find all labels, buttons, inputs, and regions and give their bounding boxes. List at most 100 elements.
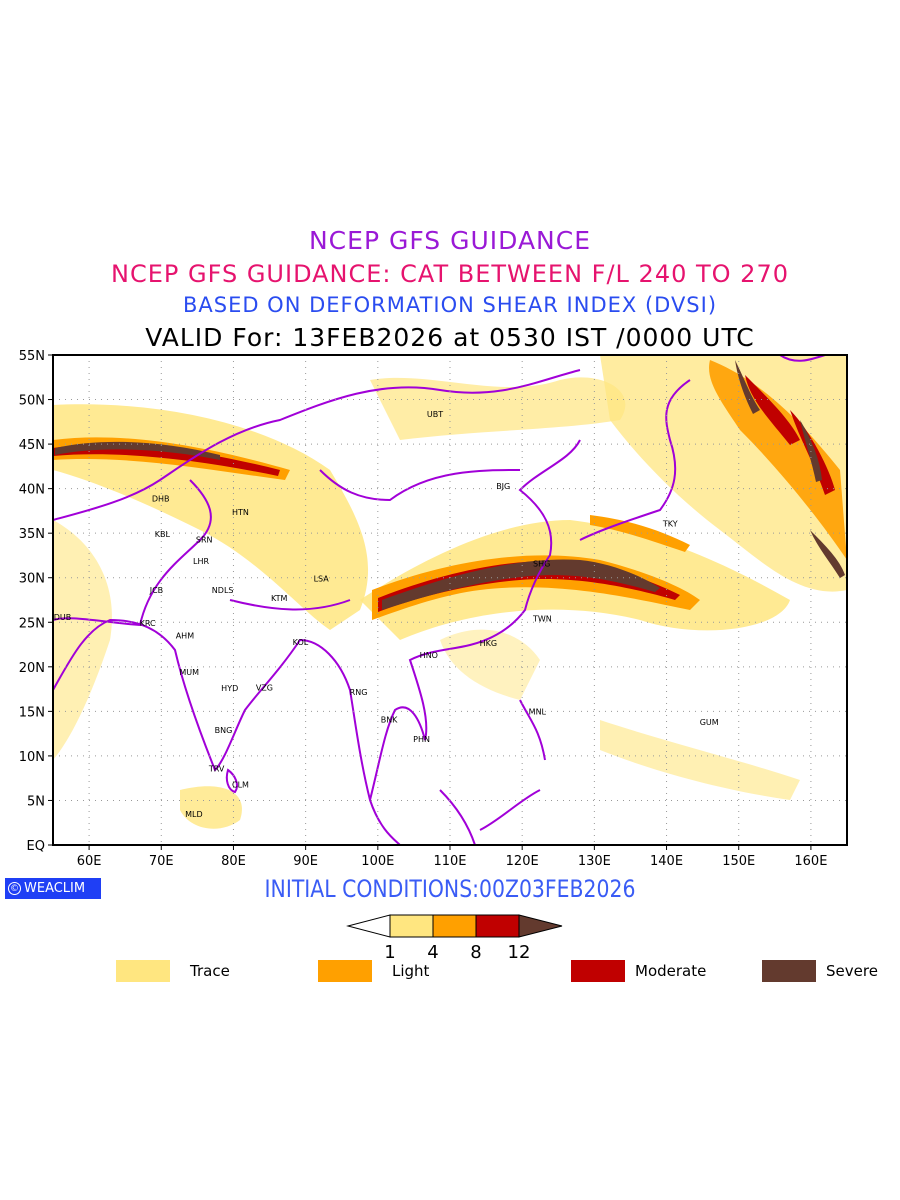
weaclim-logo: © WEACLIM	[5, 878, 101, 899]
initial-conditions: INITIAL CONDITIONS:00Z03FEB2026	[264, 875, 636, 903]
colorbar-label: 8	[470, 942, 481, 962]
lon-label: 110E	[433, 854, 466, 869]
copyright-icon: ©	[8, 882, 21, 895]
lon-label: 140E	[650, 854, 683, 869]
lat-label: 25N	[19, 616, 45, 631]
city-label: NDLS	[212, 586, 234, 595]
lat-label: EQ	[27, 839, 45, 854]
lon-label: 60E	[77, 854, 102, 869]
colorbar-swatch-light	[432, 914, 477, 938]
axes: EQ 5N 10N 15N 20N 25N 30N 35N 40N 45N 50N 55N 60E 70E…	[19, 349, 828, 869]
legend-severe: Severe	[762, 960, 878, 982]
lon-label: 70E	[149, 854, 174, 869]
lon-label: 80E	[221, 854, 246, 869]
legend-label: Trace	[190, 962, 230, 980]
moderate-area	[745, 375, 800, 445]
city-label: DHB	[152, 494, 170, 503]
city-label: HYD	[221, 684, 238, 693]
colorbar-label: 4	[427, 942, 438, 962]
lat-label: 45N	[19, 438, 45, 453]
logo-text: WEACLIM	[24, 881, 86, 896]
lon-label: 160E	[794, 854, 827, 869]
city-label: TWN	[532, 615, 552, 624]
lat-label: 40N	[19, 483, 45, 498]
city-label: RNG	[350, 688, 368, 697]
city-label: JCB	[149, 586, 163, 595]
colorbar: 1 4 8 12	[346, 914, 563, 962]
city-label: SHG	[533, 559, 550, 568]
colorbar-swatch-trace	[389, 914, 434, 938]
light-area	[590, 515, 690, 552]
city-label: SRN	[196, 535, 213, 544]
lat-label: 35N	[19, 527, 45, 542]
lon-label: 150E	[722, 854, 755, 869]
lon-label: 130E	[578, 854, 611, 869]
lat-label: 5N	[27, 794, 45, 809]
method-subtitle: BASED ON DEFORMATION SHEAR INDEX (DVSI)	[182, 293, 718, 317]
trace-area	[440, 629, 540, 700]
legend-label: Moderate	[635, 962, 707, 980]
colorbar-below-arrow	[346, 914, 391, 938]
city-label: KTM	[271, 594, 288, 603]
severe-area	[735, 360, 760, 414]
moderate-area	[53, 444, 280, 476]
colorbar-label: 12	[508, 942, 531, 962]
lat-label: 10N	[19, 750, 45, 765]
city-label: MLD	[185, 810, 203, 819]
product-title: NCEP GFS GUIDANCE: CAT BETWEEN F/L 240 T…	[111, 260, 789, 288]
colorbar-label: 1	[384, 942, 395, 962]
city-label: VZG	[256, 683, 273, 692]
severe-area	[55, 441, 220, 460]
legend-light: Light	[318, 960, 429, 982]
trace-area	[370, 377, 626, 440]
legend-label: Light	[392, 962, 430, 980]
legend-swatch	[571, 960, 625, 982]
turbulence-map: EQ 5N 10N 15N 20N 25N 30N 35N 40N 45N 50N 55N 60E 70E…	[19, 349, 848, 869]
city-label: BJG	[496, 482, 510, 491]
city-label: PHN	[413, 735, 430, 744]
lon-label: 120E	[506, 854, 539, 869]
city-label: KRC	[140, 619, 156, 628]
city-labels: UBT DHB HTN KBL SRN LHR LSA JCB NDLS KTM DUB KRC AHM…	[54, 410, 719, 819]
lat-label: 55N	[19, 349, 45, 364]
trace-area	[53, 520, 112, 760]
legend-trace: Trace	[116, 960, 230, 982]
city-label: KOL	[293, 638, 309, 647]
city-label: TKY	[662, 519, 678, 528]
city-label: HNO	[420, 651, 438, 660]
city-label: CLM	[232, 780, 249, 789]
severe-area	[810, 530, 845, 578]
legend-swatch	[318, 960, 372, 982]
trace-area	[180, 786, 242, 829]
city-label: GUM	[700, 718, 719, 727]
city-label: AHM	[176, 632, 194, 641]
city-label: MUM	[179, 668, 199, 677]
lon-label: 100E	[361, 854, 394, 869]
light-area	[709, 360, 847, 560]
city-label: BNG	[215, 726, 233, 735]
lat-label: 50N	[19, 394, 45, 409]
legend-swatch	[762, 960, 816, 982]
city-label: MNL	[529, 707, 547, 716]
city-label: HTN	[232, 508, 249, 517]
colorbar-severe-arrow	[518, 914, 563, 938]
city-label: KBL	[155, 530, 171, 539]
legend-label: Severe	[826, 962, 878, 980]
city-label: DUB	[54, 613, 72, 622]
city-label: TRV	[208, 764, 225, 773]
trace-area	[600, 720, 800, 800]
lon-label: 90E	[293, 854, 318, 869]
lat-label: 20N	[19, 661, 45, 676]
city-label: LHR	[193, 557, 209, 566]
legend-moderate: Moderate	[571, 960, 706, 982]
cat-shading	[53, 355, 847, 829]
city-label: BNK	[381, 715, 398, 724]
lat-label: 30N	[19, 572, 45, 587]
colorbar-swatch-moderate	[475, 914, 520, 938]
lat-label: 15N	[19, 705, 45, 720]
severe-area	[382, 559, 660, 610]
graticule	[53, 355, 847, 845]
main-title: NCEP GFS GUIDANCE	[308, 226, 591, 255]
city-label: HKG	[480, 639, 497, 648]
valid-time: VALID For: 13FEB2026 at 0530 IST /0000 U…	[145, 323, 755, 352]
